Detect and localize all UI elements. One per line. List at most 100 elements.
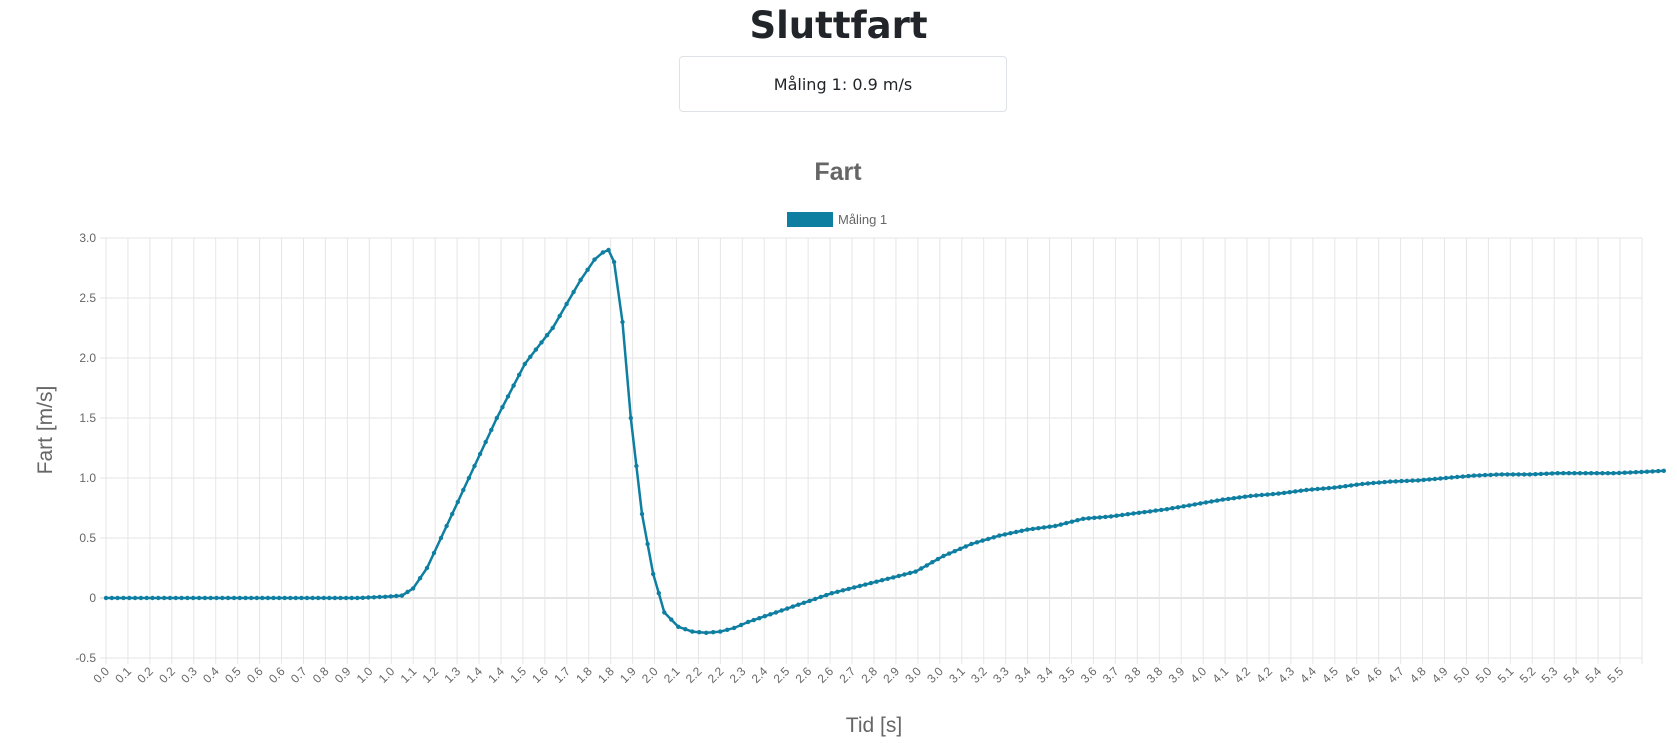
- data-point[interactable]: [1522, 472, 1527, 477]
- data-point[interactable]: [544, 333, 550, 338]
- data-point[interactable]: [533, 347, 539, 352]
- data-point[interactable]: [1203, 500, 1209, 505]
- data-point[interactable]: [1142, 509, 1147, 515]
- data-point[interactable]: [539, 340, 544, 345]
- data-point[interactable]: [394, 593, 399, 599]
- data-point[interactable]: [511, 383, 516, 388]
- data-point[interactable]: [711, 630, 716, 635]
- data-point[interactable]: [958, 546, 963, 551]
- data-point[interactable]: [208, 595, 213, 601]
- data-point[interactable]: [1226, 496, 1231, 502]
- data-point[interactable]: [1432, 476, 1438, 482]
- data-point[interactable]: [919, 566, 924, 571]
- data-point[interactable]: [1047, 524, 1052, 529]
- data-point[interactable]: [857, 583, 862, 589]
- data-point[interactable]: [276, 595, 282, 601]
- data-point[interactable]: [1594, 471, 1600, 476]
- data-point[interactable]: [115, 595, 120, 601]
- data-point[interactable]: [1170, 506, 1175, 511]
- data-point[interactable]: [1298, 488, 1304, 493]
- data-point[interactable]: [1080, 516, 1086, 521]
- data-point[interactable]: [1281, 490, 1287, 496]
- data-point[interactable]: [127, 595, 132, 601]
- data-point[interactable]: [472, 463, 477, 469]
- data-point[interactable]: [1544, 471, 1549, 476]
- data-point[interactable]: [271, 595, 276, 601]
- data-point[interactable]: [1002, 532, 1008, 537]
- data-point[interactable]: [762, 614, 767, 619]
- data-point[interactable]: [1064, 520, 1069, 526]
- data-point[interactable]: [1499, 472, 1505, 477]
- data-point[interactable]: [327, 595, 332, 601]
- data-point[interactable]: [1365, 481, 1371, 486]
- data-point[interactable]: [1293, 489, 1298, 494]
- data-point[interactable]: [874, 579, 879, 584]
- data-point[interactable]: [477, 451, 483, 457]
- data-point[interactable]: [444, 523, 449, 529]
- data-point[interactable]: [592, 257, 597, 262]
- data-point[interactable]: [231, 595, 237, 601]
- data-point[interactable]: [773, 610, 779, 615]
- data-point[interactable]: [1415, 478, 1421, 483]
- data-point[interactable]: [1427, 477, 1432, 482]
- data-point[interactable]: [913, 569, 918, 574]
- data-point[interactable]: [645, 541, 650, 547]
- data-point[interactable]: [651, 571, 656, 577]
- data-point[interactable]: [840, 588, 846, 593]
- data-point[interactable]: [896, 573, 901, 579]
- data-point[interactable]: [144, 595, 149, 601]
- data-point[interactable]: [974, 540, 980, 545]
- data-point[interactable]: [1393, 479, 1399, 484]
- data-point[interactable]: [1549, 471, 1555, 476]
- data-point[interactable]: [1656, 468, 1661, 474]
- data-point[interactable]: [1131, 511, 1136, 516]
- data-point[interactable]: [1259, 492, 1265, 498]
- data-point[interactable]: [611, 259, 617, 265]
- data-point[interactable]: [656, 591, 661, 596]
- data-point[interactable]: [377, 594, 382, 600]
- data-point[interactable]: [1192, 502, 1198, 507]
- data-point[interactable]: [1449, 475, 1454, 480]
- data-point[interactable]: [1633, 470, 1639, 475]
- data-point[interactable]: [405, 589, 410, 595]
- data-point[interactable]: [1008, 531, 1013, 536]
- data-point[interactable]: [1187, 503, 1192, 508]
- data-point[interactable]: [1025, 527, 1030, 532]
- data-point[interactable]: [868, 580, 874, 586]
- data-point[interactable]: [316, 595, 321, 601]
- data-point[interactable]: [517, 372, 522, 377]
- data-point[interactable]: [150, 595, 155, 601]
- data-point[interactable]: [1644, 469, 1650, 474]
- data-point[interactable]: [1661, 468, 1667, 473]
- data-point[interactable]: [902, 572, 907, 577]
- data-point[interactable]: [980, 538, 985, 543]
- data-point[interactable]: [801, 600, 807, 605]
- data-point[interactable]: [202, 595, 208, 601]
- data-point[interactable]: [1505, 472, 1510, 477]
- data-point[interactable]: [489, 427, 494, 433]
- data-point[interactable]: [1248, 493, 1253, 499]
- data-point[interactable]: [676, 624, 681, 629]
- data-point[interactable]: [1337, 484, 1343, 490]
- data-point[interactable]: [628, 415, 633, 421]
- data-point[interactable]: [1421, 477, 1426, 483]
- data-point[interactable]: [103, 595, 109, 601]
- data-point[interactable]: [162, 595, 167, 601]
- data-point[interactable]: [237, 595, 242, 601]
- data-point[interactable]: [1242, 494, 1248, 499]
- data-point[interactable]: [288, 595, 293, 601]
- data-point[interactable]: [1254, 493, 1259, 498]
- data-point[interactable]: [969, 541, 974, 547]
- data-point[interactable]: [132, 595, 138, 601]
- data-point[interactable]: [1577, 471, 1583, 476]
- data-point[interactable]: [1488, 472, 1493, 478]
- data-point[interactable]: [185, 595, 190, 601]
- data-point[interactable]: [946, 551, 952, 556]
- data-point[interactable]: [885, 576, 890, 581]
- data-point[interactable]: [697, 630, 702, 635]
- data-point[interactable]: [952, 549, 957, 554]
- data-point[interactable]: [1075, 518, 1080, 523]
- data-point[interactable]: [1198, 501, 1203, 506]
- data-point[interactable]: [662, 610, 667, 615]
- data-point[interactable]: [321, 595, 326, 601]
